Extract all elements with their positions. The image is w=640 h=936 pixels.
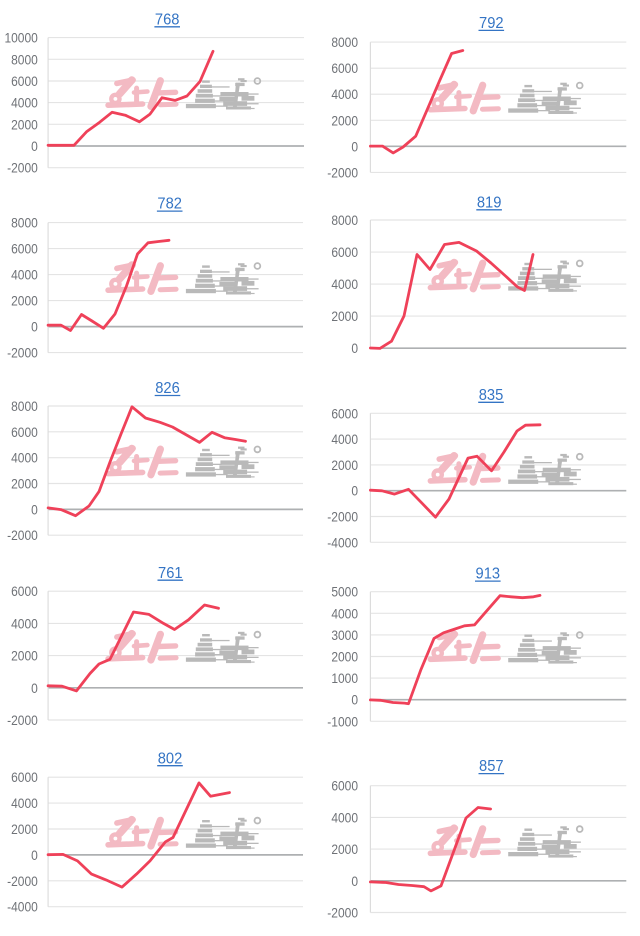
svg-text:6000: 6000 [11,424,38,440]
svg-text:-2000: -2000 [7,873,38,889]
svg-text:2000: 2000 [331,649,358,665]
svg-text:6000: 6000 [11,769,38,785]
svg-text:6000: 6000 [331,244,358,260]
svg-text:3000: 3000 [331,627,358,643]
svg-text:782: 782 [157,195,182,213]
svg-text:-1000: -1000 [327,713,358,729]
svg-text:2000: 2000 [331,308,358,324]
svg-text:8000: 8000 [11,215,38,231]
svg-text:2000: 2000 [11,293,38,309]
svg-text:4000: 4000 [331,431,358,447]
svg-text:8000: 8000 [11,398,38,414]
svg-text:-2000: -2000 [327,509,358,525]
svg-text:4000: 4000 [11,267,38,283]
svg-text:5000: 5000 [331,584,358,600]
svg-text:0: 0 [351,873,358,889]
svg-text:6000: 6000 [331,778,358,794]
svg-text:2000: 2000 [11,648,38,664]
svg-text:4000: 4000 [331,605,358,621]
svg-text:8000: 8000 [11,51,38,67]
svg-text:4000: 4000 [331,276,358,292]
svg-text:2000: 2000 [11,821,38,837]
svg-text:0: 0 [351,483,358,499]
svg-text:4000: 4000 [11,795,38,811]
svg-text:819: 819 [477,194,502,212]
svg-text:913: 913 [476,565,501,583]
svg-text:8000: 8000 [331,34,358,50]
svg-text:2000: 2000 [331,457,358,473]
svg-text:-2000: -2000 [327,905,358,921]
svg-text:4000: 4000 [11,450,38,466]
svg-text:0: 0 [31,319,38,335]
svg-text:2000: 2000 [11,476,38,492]
svg-text:857: 857 [479,758,504,776]
svg-text:6000: 6000 [11,73,38,89]
svg-text:2000: 2000 [11,116,38,132]
svg-text:4000: 4000 [11,616,38,632]
svg-text:-4000: -4000 [7,899,38,915]
svg-text:0: 0 [31,680,38,696]
svg-text:-2000: -2000 [7,160,38,176]
svg-text:8000: 8000 [331,212,358,228]
svg-text:-4000: -4000 [327,534,358,550]
svg-text:4000: 4000 [331,810,358,826]
svg-text:768: 768 [155,11,180,29]
svg-text:792: 792 [479,14,504,32]
svg-text:6000: 6000 [11,241,38,257]
svg-text:10000: 10000 [4,30,37,46]
svg-text:0: 0 [31,138,38,154]
svg-text:835: 835 [479,386,504,404]
svg-text:2000: 2000 [331,112,358,128]
svg-text:2000: 2000 [331,841,358,857]
svg-text:761: 761 [158,564,183,582]
svg-text:4000: 4000 [11,95,38,111]
svg-text:6000: 6000 [11,583,38,599]
svg-text:-2000: -2000 [7,527,38,543]
svg-text:1000: 1000 [331,670,358,686]
svg-text:0: 0 [31,502,38,518]
svg-text:0: 0 [31,847,38,863]
svg-text:4000: 4000 [331,86,358,102]
svg-text:826: 826 [155,380,180,398]
svg-text:-2000: -2000 [327,165,358,181]
svg-text:0: 0 [351,340,358,356]
svg-text:-2000: -2000 [7,712,38,728]
svg-text:6000: 6000 [331,60,358,76]
svg-text:0: 0 [351,692,358,708]
svg-text:802: 802 [158,750,183,768]
svg-text:-2000: -2000 [7,345,38,361]
svg-text:6000: 6000 [331,405,358,421]
svg-text:0: 0 [351,138,358,154]
